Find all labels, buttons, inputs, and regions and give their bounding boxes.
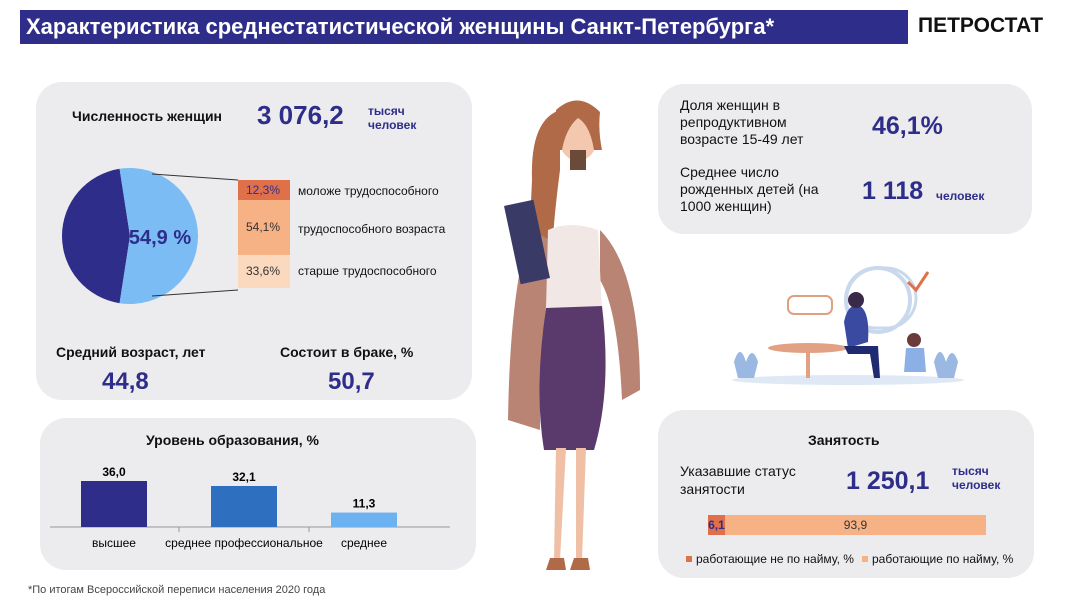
age-pct-young: 12,3% <box>246 183 281 197</box>
age-label-old: старше трудоспособного <box>298 264 437 278</box>
age-pie-chart: 54,9 % <box>61 168 198 304</box>
population-value: 3 076,2 <box>257 100 344 130</box>
legend-employed: работающие по найму, % <box>872 552 1014 566</box>
employment-panel <box>658 410 1034 578</box>
employment-stacked-bar: 6,1 93,9 <box>708 515 986 535</box>
pie-slice-main <box>119 168 198 304</box>
reproductive-label: Доля женщин в репродуктивном возрасте 15… <box>680 97 804 147</box>
age-segment-work <box>238 200 290 255</box>
page-title: Характеристика среднестатистической женщ… <box>20 10 908 44</box>
employment-segment-employed: 93,9 <box>724 515 986 535</box>
reproductive-panel <box>658 84 1032 234</box>
population-label: Численность женщин <box>72 108 223 124</box>
mother-child-illustration <box>732 266 964 385</box>
education-bar <box>81 481 147 527</box>
avg-age-value: 44,8 <box>102 368 149 395</box>
age-pct-old: 33,6% <box>246 264 281 278</box>
children-value: 1 118 <box>862 177 924 205</box>
education-value-label: 11,3 <box>353 497 376 511</box>
avg-age-label: Средний возраст, лет <box>56 344 206 360</box>
education-category-label: среднее профессиональное <box>165 536 323 550</box>
legend-employed-swatch <box>862 556 868 562</box>
employment-unit: тысяч человек <box>952 464 1001 492</box>
legend-self-employed-swatch <box>686 556 692 562</box>
education-bar <box>331 512 397 527</box>
education-value-label: 36,0 <box>102 465 126 479</box>
married-value: 50,7 <box>328 368 375 395</box>
education-category-label: среднее <box>341 536 387 550</box>
pie-center-label: 54,9 % <box>129 227 191 249</box>
employment-value: 1 250,1 <box>846 467 930 495</box>
age-pct-work: 54,1% <box>246 220 281 234</box>
age-segment-young <box>238 180 290 200</box>
education-category-label: высшее <box>92 536 136 550</box>
pie-slice-other <box>61 168 130 304</box>
employment-segment-label: 93,9 <box>843 518 868 532</box>
education-bar-chart: 36,0 высшее 32,1 среднее профессиональное 11… <box>50 465 450 550</box>
education-bar <box>211 485 277 527</box>
education-title: Уровень образования, % <box>146 432 319 448</box>
legend-self-employed: работающие не по найму, % <box>696 552 854 566</box>
woman-illustration <box>504 100 640 570</box>
population-unit: тысяч человек <box>368 104 417 132</box>
pie-connector-lines <box>151 173 239 297</box>
employment-segment-self-employed: 6,1 <box>708 515 725 535</box>
age-segment-old <box>238 255 290 288</box>
age-label-work: трудоспособного возраста <box>298 222 446 236</box>
age-label-young: моложе трудоспособного <box>298 184 439 198</box>
children-label: Среднее число рожденных детей (на 1000 ж… <box>680 164 819 214</box>
employment-title: Занятость <box>808 432 880 448</box>
employment-label: Указавшие статус занятости <box>680 463 796 497</box>
married-label: Состоит в браке, % <box>280 344 414 360</box>
employment-segment-label: 6,1 <box>708 518 725 532</box>
education-value-label: 32,1 <box>232 470 256 484</box>
reproductive-value: 46,1% <box>872 112 943 140</box>
footnote: *По итогам Всероссийской переписи населе… <box>28 584 326 596</box>
children-unit: человек <box>936 189 985 203</box>
brand-logo: ПЕТРОСТАТ <box>918 14 1044 37</box>
